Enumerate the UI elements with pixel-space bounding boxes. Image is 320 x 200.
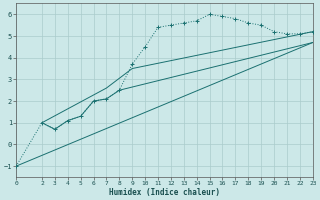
X-axis label: Humidex (Indice chaleur): Humidex (Indice chaleur) bbox=[109, 188, 220, 197]
